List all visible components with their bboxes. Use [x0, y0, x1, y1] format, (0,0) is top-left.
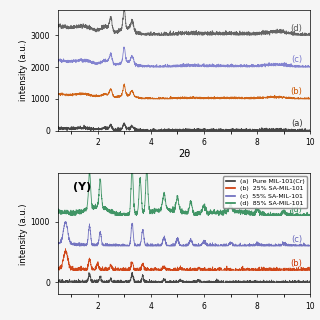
- Text: (d): (d): [291, 205, 302, 214]
- Text: (c): (c): [291, 235, 302, 244]
- Text: (Y): (Y): [73, 182, 91, 192]
- Legend: (a)  Pure MIL-101(Cr), (b)  25% SA-MIL-101, (c)  55% SA-MIL-101, (d)  85% SA-MIL: (a) Pure MIL-101(Cr), (b) 25% SA-MIL-101…: [223, 176, 307, 208]
- X-axis label: 2θ: 2θ: [178, 149, 190, 159]
- Y-axis label: intensity (a.u.): intensity (a.u.): [19, 203, 28, 265]
- Text: (c): (c): [291, 55, 302, 64]
- Text: (a): (a): [291, 119, 302, 128]
- Text: (b): (b): [291, 87, 302, 96]
- Y-axis label: intensity (a.u.): intensity (a.u.): [19, 39, 28, 101]
- Text: (b): (b): [291, 259, 302, 268]
- Text: (d): (d): [291, 24, 302, 33]
